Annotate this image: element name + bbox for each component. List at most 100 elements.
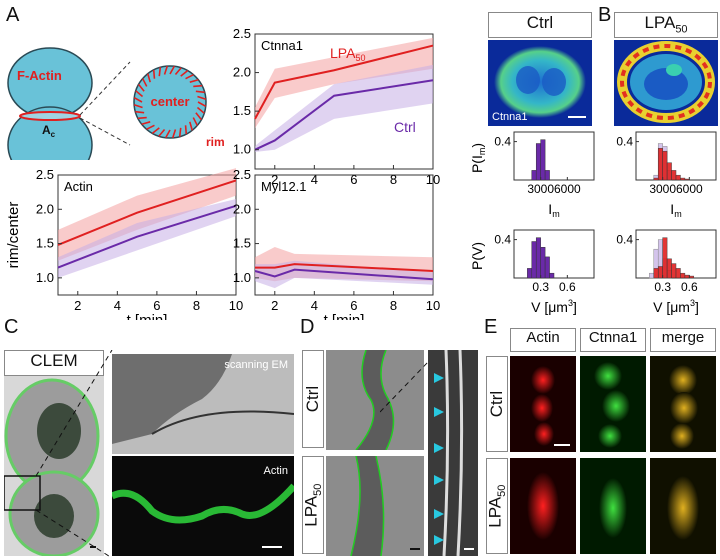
panel-letter-c: C	[4, 316, 19, 338]
ctrl-series-line	[254, 268, 434, 281]
x-tick-label: 6000	[554, 182, 581, 196]
rim-spike	[196, 106, 205, 114]
y-axis-label: P(V)	[470, 242, 485, 270]
lpa-series-line	[254, 44, 434, 120]
x-tick-label: 6	[350, 172, 357, 187]
rim-spike	[164, 129, 171, 139]
rim-spike	[184, 125, 188, 135]
plot-frame	[254, 174, 434, 296]
lpa-hist-bar	[684, 274, 690, 279]
x-axis-label: t [min]	[127, 312, 168, 320]
panel-b-lpa-label: LPA50	[614, 12, 718, 38]
x-tick-label: 10	[229, 298, 243, 313]
rim-spike	[169, 65, 176, 75]
x-tick-label: 4	[114, 298, 121, 313]
rim-spike	[163, 65, 169, 75]
rim-spike	[189, 79, 199, 83]
lpa-hist-bar	[657, 148, 663, 181]
ctrl-hist-bar	[544, 170, 550, 181]
ctrl-hist-bar	[531, 170, 537, 181]
center-label: center	[150, 94, 189, 109]
rim-spike	[141, 78, 148, 87]
rim-spike	[174, 67, 182, 76]
panel-b-ctrl-label: Ctrl	[488, 12, 592, 38]
x-tick-label: 6	[350, 298, 357, 313]
lpa-hist-bar	[680, 177, 686, 181]
ctrl-ghost-bar	[649, 272, 655, 279]
x-tick-label: 0.6	[559, 280, 576, 294]
rim-spike	[151, 127, 160, 134]
em-zoom-image	[428, 350, 478, 556]
rim-spike	[178, 127, 182, 137]
cell-doublet-cartoon: F-Actin Ac center rim	[7, 47, 225, 160]
y-tick-label: 1.0	[36, 270, 54, 285]
ctrl-hist-bar	[531, 241, 537, 279]
actin-label: Actin	[264, 465, 288, 477]
e-ctrl-actin-image	[510, 356, 576, 452]
y-tick-label: 1.0	[233, 142, 251, 157]
rim-label: rim	[206, 135, 225, 149]
x-tick-label: 4	[311, 298, 318, 313]
y-axis-label: P(Im)	[470, 143, 487, 173]
x-tick-label: 3000	[527, 182, 554, 196]
lpa-hist-bar	[653, 177, 659, 181]
rim-spike	[158, 128, 166, 137]
x-axis-label: Im	[548, 201, 559, 219]
ctrl-hist-bar	[549, 272, 555, 279]
lpa-hist-bar	[653, 268, 659, 279]
rim-spike	[152, 69, 156, 79]
panel-letter-e: E	[484, 316, 498, 338]
x-tick-label: 6000	[676, 182, 703, 196]
e-ctrl-merge-image	[650, 356, 716, 452]
ctrl-em-image	[326, 350, 424, 450]
lpa-hist-bar	[675, 174, 681, 181]
rim-spike	[171, 129, 177, 139]
e-ctrl-row-label: Ctrl	[486, 356, 508, 452]
rim-spike	[138, 83, 145, 92]
ctrl-series-label: Ctrl	[394, 119, 416, 135]
panel-letter-a: A	[6, 4, 20, 26]
x-tick-label: 2	[271, 298, 278, 313]
lpa-hist-bar	[666, 258, 672, 279]
ctrl-series-line	[254, 79, 434, 151]
e-lpa-merge-image	[650, 458, 716, 554]
rim-spike	[180, 70, 189, 77]
rim-spike	[133, 103, 143, 109]
lpa-error-band	[255, 37, 433, 129]
lpa-intensity-heatmap	[614, 40, 718, 126]
rim-spike	[195, 112, 202, 121]
chart-title: Myl12.1	[261, 179, 307, 194]
x-tick-label: 8	[193, 298, 200, 313]
y-tick-label: 1.0	[233, 270, 251, 285]
rim-spike	[185, 73, 194, 80]
rim-spike	[135, 90, 144, 98]
ctrl-hist-bar	[540, 247, 546, 279]
rim-spike	[189, 121, 193, 131]
x-tick-label: 0.3	[532, 280, 549, 294]
panel-letter-b: B	[598, 4, 612, 26]
em-zoom-lines	[380, 362, 429, 413]
clem-label: CLEM	[4, 350, 104, 376]
lpa-hist-bar	[684, 178, 690, 181]
y-tick-label: 0.4	[616, 135, 633, 149]
lpa-series-line	[255, 263, 434, 272]
ctrl-error-band	[255, 260, 433, 289]
lpa-hist-bar	[657, 266, 663, 279]
y-tick-label: 2.0	[233, 201, 251, 216]
ctrl-hist-bar	[535, 143, 541, 181]
x-tick-label: 0.6	[681, 280, 698, 294]
rim-spike	[135, 110, 145, 114]
ctrl-intensity-heatmap: Ctnna1	[488, 40, 592, 126]
panel-a-charts: 2 4 6 8 10 1.0 1.5 2.0 2.5 Ctnna1 LPA50 Ctrl 2 4 6 8 10 1…	[5, 26, 440, 320]
y-tick-label: 0.4	[616, 233, 633, 247]
lpa-series-line	[57, 179, 237, 246]
rim-spike	[195, 90, 205, 94]
x-tick-label: 0.3	[654, 280, 671, 294]
lpa-hist-bar	[662, 150, 668, 181]
y-tick-label: 0.4	[494, 135, 511, 149]
e-merge-header: merge	[650, 328, 716, 352]
e-actin-header: Actin	[510, 328, 576, 352]
lpa-em-image	[326, 456, 424, 556]
chart-title: Actin	[64, 179, 93, 194]
x-axis-label: V [μm3]	[653, 298, 699, 315]
